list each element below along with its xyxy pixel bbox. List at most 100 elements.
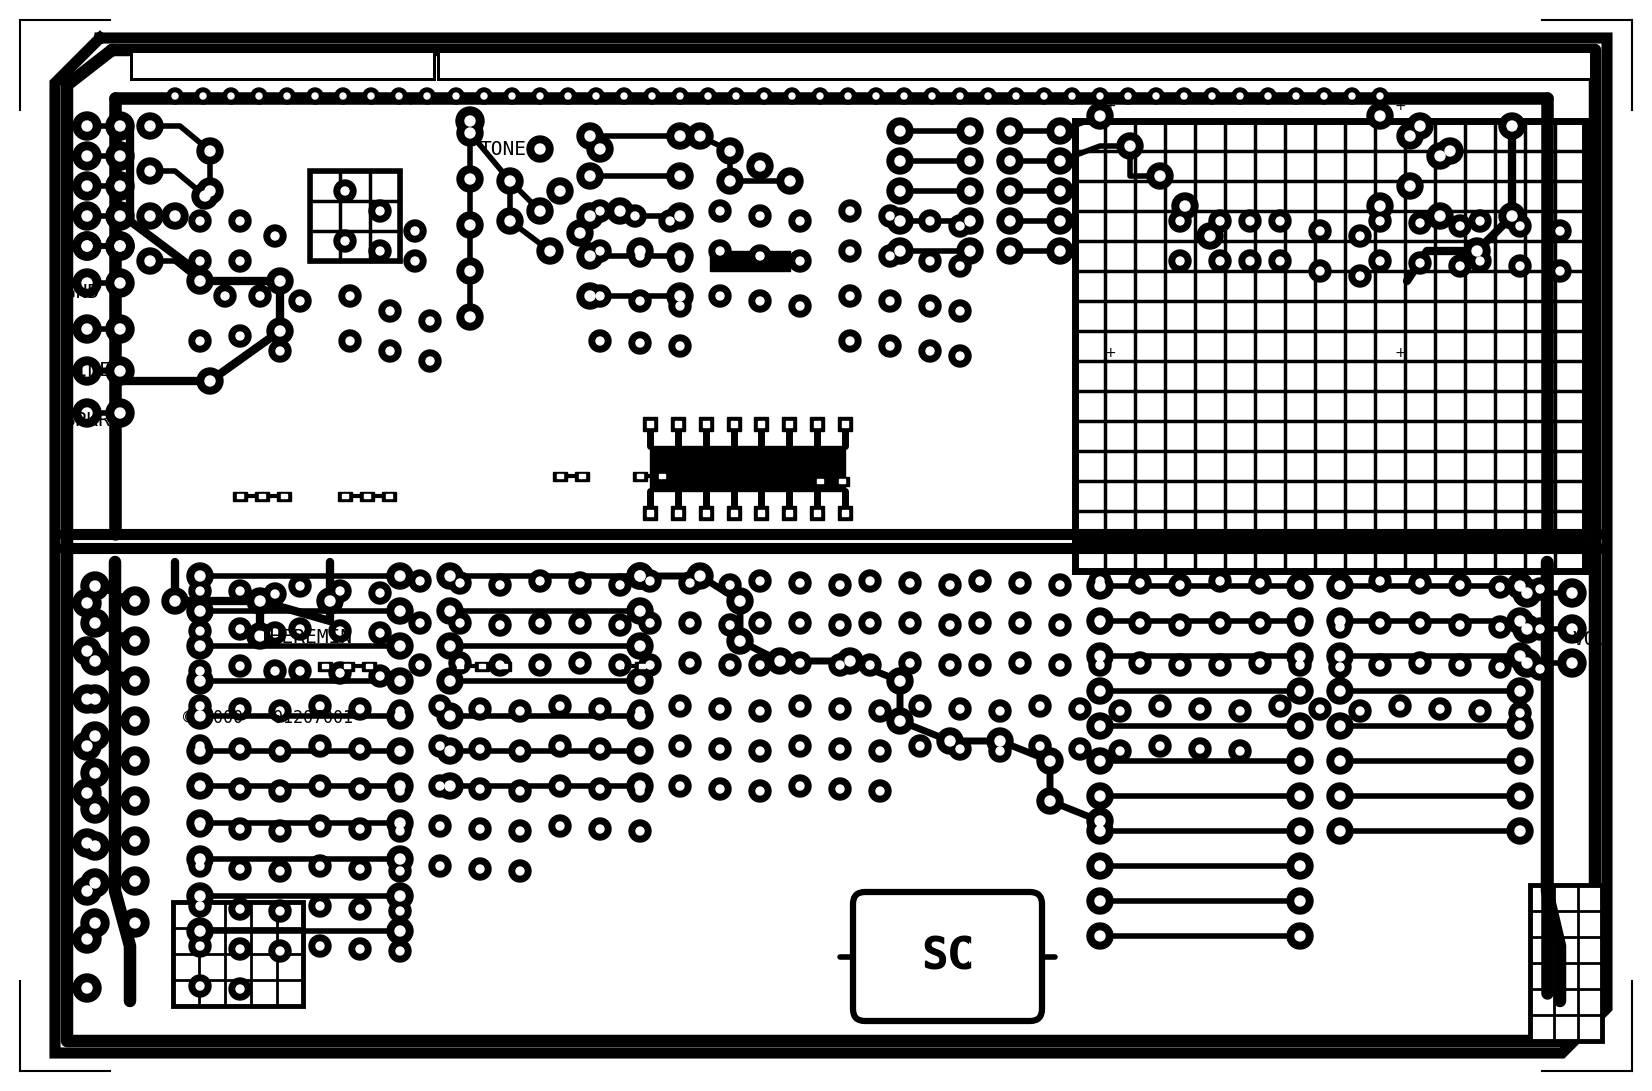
Circle shape — [1148, 88, 1165, 104]
Circle shape — [529, 570, 552, 592]
Circle shape — [1449, 614, 1470, 636]
Circle shape — [200, 93, 206, 99]
Circle shape — [1335, 756, 1345, 766]
Circle shape — [1295, 791, 1305, 801]
Circle shape — [590, 698, 611, 720]
Circle shape — [230, 250, 251, 272]
Circle shape — [846, 93, 851, 99]
Circle shape — [430, 735, 451, 757]
Circle shape — [757, 787, 763, 795]
Circle shape — [1287, 783, 1313, 810]
Circle shape — [1069, 698, 1090, 720]
Circle shape — [355, 705, 363, 714]
Circle shape — [1256, 579, 1264, 587]
Circle shape — [497, 208, 524, 233]
Bar — [838, 506, 852, 520]
Circle shape — [83, 241, 93, 251]
Circle shape — [89, 878, 101, 888]
Circle shape — [790, 612, 811, 634]
Circle shape — [1153, 93, 1160, 99]
Circle shape — [276, 827, 284, 835]
Circle shape — [73, 232, 101, 260]
Circle shape — [986, 728, 1013, 754]
Circle shape — [489, 614, 510, 636]
Circle shape — [965, 185, 975, 196]
Circle shape — [276, 907, 284, 915]
Circle shape — [162, 588, 188, 614]
Circle shape — [121, 867, 149, 895]
Circle shape — [476, 825, 484, 834]
Circle shape — [899, 652, 922, 674]
Circle shape — [388, 700, 411, 722]
Circle shape — [1095, 582, 1105, 591]
Text: SC: SC — [922, 935, 973, 978]
Circle shape — [1356, 707, 1365, 715]
Circle shape — [1317, 227, 1323, 235]
Circle shape — [1416, 121, 1426, 131]
Bar — [648, 421, 653, 427]
Circle shape — [1056, 156, 1066, 166]
Circle shape — [998, 148, 1023, 173]
Circle shape — [1087, 818, 1113, 844]
Circle shape — [705, 93, 710, 99]
Circle shape — [1176, 88, 1193, 104]
Circle shape — [669, 695, 691, 717]
Circle shape — [340, 237, 349, 245]
Circle shape — [187, 563, 213, 589]
Circle shape — [481, 93, 487, 99]
Circle shape — [634, 781, 644, 791]
Circle shape — [1216, 257, 1224, 265]
Circle shape — [256, 292, 264, 300]
Circle shape — [672, 88, 687, 104]
Circle shape — [378, 340, 401, 362]
Circle shape — [885, 341, 894, 350]
Circle shape — [195, 854, 205, 864]
Circle shape — [388, 820, 411, 842]
Circle shape — [188, 695, 211, 717]
Circle shape — [947, 661, 953, 669]
Circle shape — [1568, 658, 1578, 668]
Circle shape — [254, 631, 264, 642]
Circle shape — [1156, 702, 1165, 710]
Circle shape — [476, 705, 484, 714]
Circle shape — [236, 587, 244, 595]
Bar — [497, 661, 510, 671]
Circle shape — [271, 630, 279, 637]
Circle shape — [616, 661, 624, 669]
Circle shape — [1229, 700, 1251, 722]
Circle shape — [1016, 579, 1024, 587]
Circle shape — [636, 297, 644, 305]
Circle shape — [269, 940, 291, 962]
Circle shape — [1125, 93, 1132, 99]
Circle shape — [121, 707, 149, 735]
Circle shape — [1269, 250, 1290, 272]
Circle shape — [106, 172, 134, 200]
Circle shape — [1536, 625, 1545, 633]
Circle shape — [1087, 853, 1113, 879]
Bar — [699, 417, 712, 431]
Circle shape — [957, 307, 965, 315]
Circle shape — [73, 232, 101, 260]
Circle shape — [909, 695, 932, 717]
Circle shape — [639, 612, 661, 634]
Circle shape — [410, 612, 431, 634]
Circle shape — [1370, 654, 1391, 676]
Circle shape — [387, 774, 413, 799]
Circle shape — [1029, 735, 1051, 757]
Circle shape — [83, 983, 93, 993]
Circle shape — [430, 815, 451, 837]
Text: +: + — [1104, 99, 1115, 113]
Circle shape — [679, 612, 700, 634]
Circle shape — [271, 590, 279, 598]
Circle shape — [188, 209, 211, 232]
Circle shape — [230, 209, 251, 232]
Circle shape — [1464, 238, 1490, 264]
Circle shape — [1095, 577, 1104, 585]
Circle shape — [1515, 651, 1525, 661]
Circle shape — [636, 787, 644, 795]
Circle shape — [1295, 616, 1305, 626]
Circle shape — [197, 862, 203, 870]
Circle shape — [1449, 574, 1470, 596]
Circle shape — [537, 93, 544, 99]
Circle shape — [839, 88, 856, 104]
